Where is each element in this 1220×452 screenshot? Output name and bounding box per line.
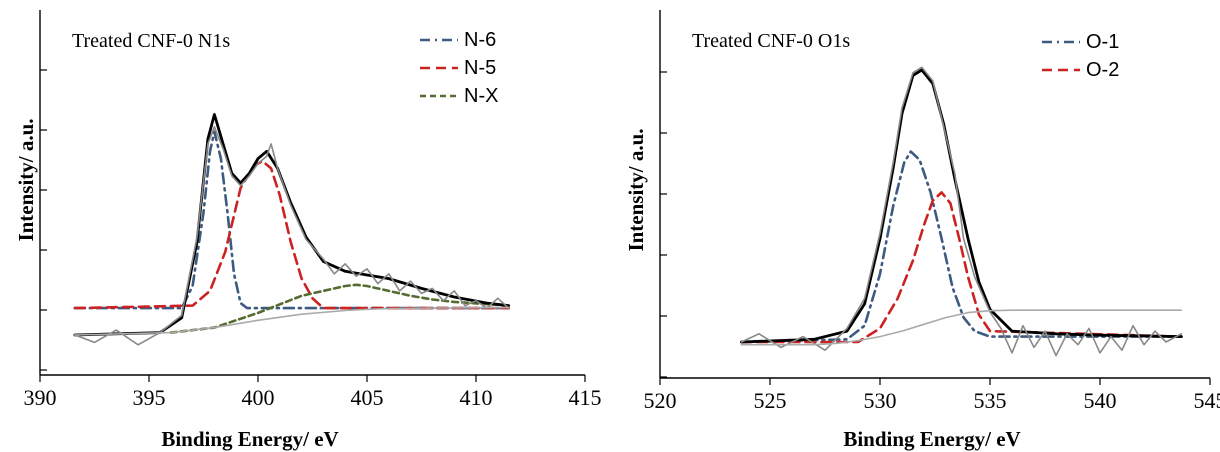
n1s-legend-label: N-X xyxy=(464,85,498,107)
n1s-x-axis-label: Binding Energy/ eV xyxy=(161,427,338,451)
n1s-x-tick-label: 395 xyxy=(133,385,166,410)
n1s-chart-title: Treated CNF-0 N1s xyxy=(72,30,230,52)
o1s-x-tick-label: 520 xyxy=(644,388,677,413)
n1s-series-background-line xyxy=(74,306,510,336)
n1s-x-tick-label: 410 xyxy=(460,385,493,410)
n1s-x-tick-label: 415 xyxy=(569,385,602,410)
n1s-series-n-5-line xyxy=(73,159,511,310)
n1s-x-tick-label: 405 xyxy=(351,385,384,410)
o1s-series-raw-line xyxy=(740,66,1183,357)
o1s-x-tick-label: 535 xyxy=(974,388,1007,413)
o1s-chart-title: Treated CNF-0 O1s xyxy=(692,30,850,52)
o1s-x-tick-label: 525 xyxy=(754,388,787,413)
n1s-x-tick-label: 400 xyxy=(242,385,275,410)
n1s-legend-label: N-6 xyxy=(464,29,496,51)
n1s-chart: Treated CNF-0 N1s Binding Energy/ eV Int… xyxy=(14,10,602,451)
o1s-x-tick-label: 530 xyxy=(864,388,897,413)
o1s-x-tick-label: 545 xyxy=(1194,388,1220,413)
o1s-series-background-line xyxy=(740,309,1183,346)
o1s-chart: Treated CNF-0 O1s Binding Energy/ eV Int… xyxy=(624,10,1220,451)
o1s-series-o-1-line xyxy=(740,150,1183,344)
o1s-legend-label: O-1 xyxy=(1086,31,1119,53)
n1s-series-n-6-line xyxy=(73,130,511,310)
n1s-series-raw-line xyxy=(74,126,510,346)
n1s-y-axis-label: Intensity/ a.u. xyxy=(14,118,38,241)
n1s-series-n-x-line xyxy=(169,283,511,334)
n1s-legend-label: N-5 xyxy=(464,57,496,79)
o1s-y-axis-label: Intensity/ a.u. xyxy=(624,128,648,251)
o1s-x-tick-label: 540 xyxy=(1084,388,1117,413)
o1s-series-envelope-line xyxy=(740,68,1183,344)
o1s-series-o-2-line xyxy=(740,191,1183,344)
o1s-legend-label: O-2 xyxy=(1086,59,1119,81)
o1s-x-axis-label: Binding Energy/ eV xyxy=(843,427,1020,451)
n1s-x-tick-label: 390 xyxy=(24,385,57,410)
